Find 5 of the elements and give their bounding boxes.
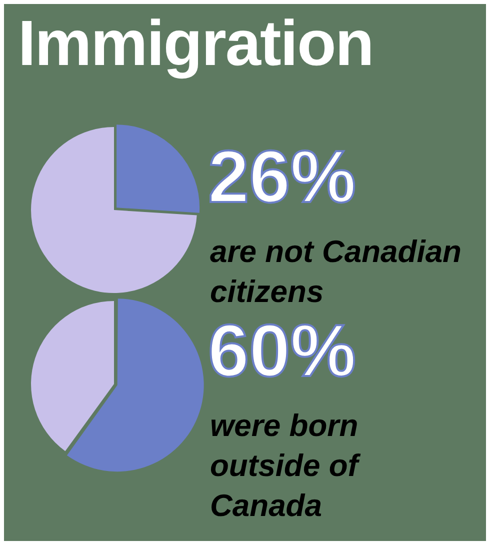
text: are not Canadian citizens [210, 233, 462, 311]
data-label: 26% [208, 135, 356, 218]
chart-title: Immigration [18, 6, 374, 80]
data-label: 60% [208, 309, 356, 392]
text: were born outside of Canada [210, 407, 362, 525]
